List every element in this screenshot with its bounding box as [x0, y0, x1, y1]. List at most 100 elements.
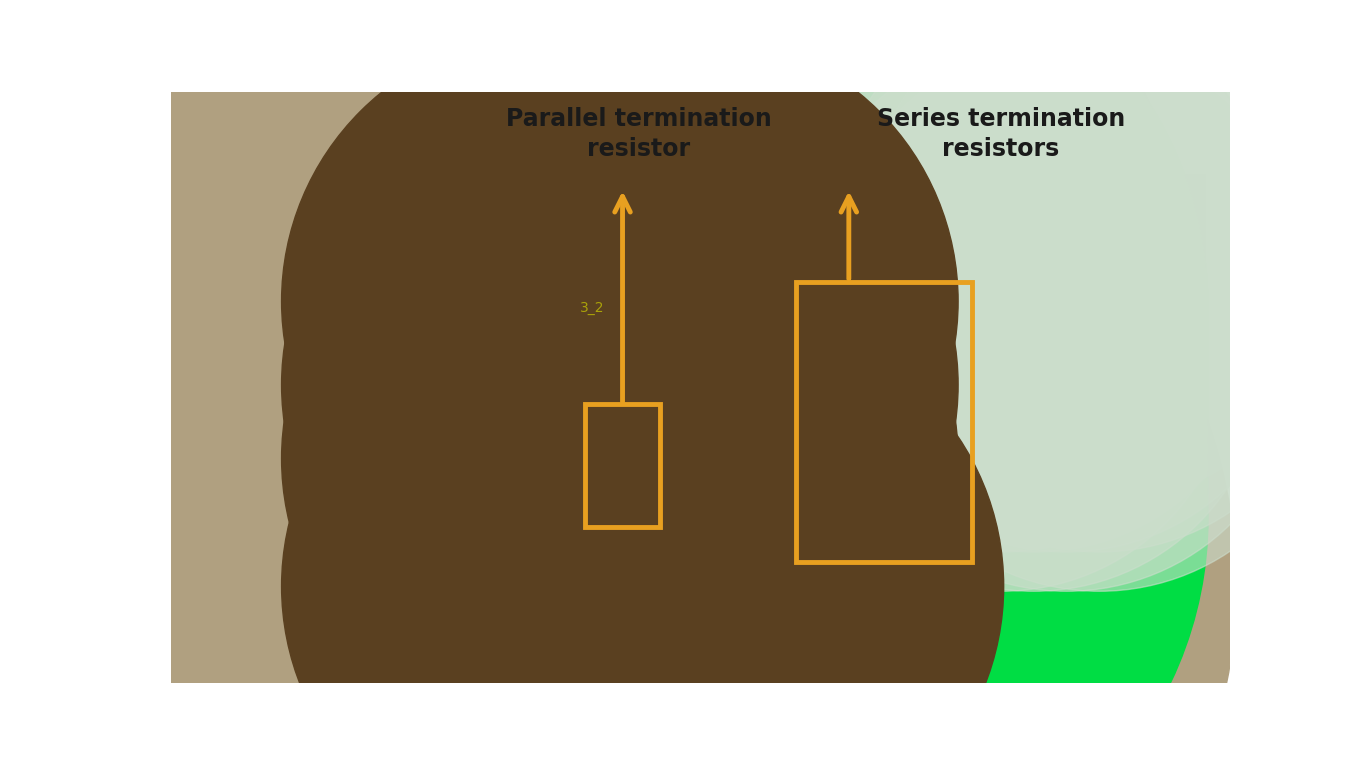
Bar [796, 188, 1206, 200]
Bar [968, 198, 1144, 390]
Bar [504, 434, 772, 446]
Bar [816, 420, 828, 453]
Bar [828, 173, 837, 281]
Bar [796, 173, 1206, 665]
Circle shape [183, 86, 1191, 767]
Polygon shape [171, 92, 272, 683]
Circle shape [373, 189, 916, 728]
Circle shape [282, 31, 824, 571]
Bar [796, 360, 960, 370]
Text: PCB Trace: PCB Trace [224, 263, 627, 332]
Bar [816, 360, 828, 390]
Text: Termination: Termination [224, 346, 709, 415]
Circle shape [801, 0, 1266, 453]
Circle shape [834, 0, 1299, 453]
Bar [504, 173, 772, 665]
Bar [504, 360, 638, 370]
Circle shape [327, 115, 869, 654]
Bar [288, 173, 909, 665]
Bar [504, 515, 772, 525]
Bar [796, 420, 845, 429]
Bar [596, 301, 603, 449]
Bar [910, 518, 980, 528]
Circle shape [834, 90, 1299, 552]
Circle shape [416, 115, 958, 654]
Bar [552, 351, 559, 518]
Bar [796, 222, 1206, 235]
Text: Parallel termination
resistor: Parallel termination resistor [506, 107, 771, 160]
Circle shape [433, 0, 1208, 730]
Bar [861, 173, 869, 262]
Text: 3_2: 3_2 [580, 301, 604, 315]
Text: Design: Design [262, 193, 316, 206]
Circle shape [499, 230, 563, 294]
Circle shape [373, 115, 916, 654]
Circle shape [141, 17, 1148, 767]
Circle shape [94, 0, 1102, 767]
Circle shape [94, 0, 1102, 767]
Circle shape [867, 90, 1331, 552]
Circle shape [141, 0, 1148, 767]
Circle shape [141, 86, 1148, 767]
Bar [422, 173, 1043, 665]
Circle shape [327, 31, 869, 571]
Circle shape [282, 189, 824, 728]
Circle shape [416, 189, 958, 728]
Circle shape [433, 133, 1208, 767]
Circle shape [49, 86, 1057, 767]
Bar [796, 528, 828, 542]
Circle shape [801, 130, 1266, 591]
Circle shape [834, 130, 1299, 591]
Circle shape [183, 0, 1191, 767]
Text: Techniques to: Techniques to [224, 432, 722, 494]
Circle shape [49, 0, 1057, 767]
Circle shape [565, 630, 595, 660]
Bar [1144, 577, 1206, 596]
Bar [504, 0, 772, 604]
Bar [878, 601, 919, 616]
Bar [585, 404, 660, 528]
Bar [796, 296, 857, 306]
Text: SIERRA
CIRCUITS: SIERRA CIRCUITS [878, 395, 1124, 492]
Circle shape [183, 0, 1191, 767]
Bar [644, 301, 651, 449]
Circle shape [282, 115, 824, 654]
Bar [796, 493, 828, 502]
Bar [919, 528, 927, 557]
Circle shape [373, 317, 916, 767]
Bar [243, 173, 863, 665]
Text: Ensure Signal: Ensure Signal [224, 509, 718, 571]
Text: SIERRA
CIRCUITS: SIERRA CIRCUITS [537, 403, 740, 485]
Circle shape [510, 241, 552, 283]
Bar [644, 434, 772, 446]
Circle shape [327, 317, 869, 767]
Circle shape [327, 189, 869, 728]
Bar [504, 136, 772, 752]
Circle shape [867, 130, 1331, 591]
Polygon shape [644, 518, 705, 586]
Bar [796, 577, 1206, 591]
Text: All Rights Reserved
© Sierra Circuits: All Rights Reserved © Sierra Circuits [190, 630, 327, 661]
Text: Series termination
resistors: Series termination resistors [876, 107, 1125, 160]
Text: SiERRA: SiERRA [183, 119, 290, 145]
Bar [796, 257, 1021, 269]
Circle shape [416, 317, 958, 767]
Circle shape [433, 0, 1208, 691]
Bar [504, 38, 772, 653]
Circle shape [228, 86, 1236, 767]
Bar [504, 577, 772, 589]
Text: 12/13/2023: 12/13/2023 [190, 606, 269, 619]
Circle shape [433, 64, 1208, 767]
Circle shape [801, 90, 1266, 552]
Circle shape [461, 317, 1003, 767]
Circle shape [768, 41, 1233, 503]
Circle shape [768, 130, 1233, 591]
Circle shape [94, 86, 1102, 767]
Bar [644, 449, 651, 577]
Text: Automation®: Automation® [262, 213, 368, 227]
Bar [504, 268, 772, 767]
Bar [504, 87, 772, 703]
Circle shape [416, 31, 958, 571]
Bar [377, 173, 997, 665]
Bar [910, 542, 951, 552]
